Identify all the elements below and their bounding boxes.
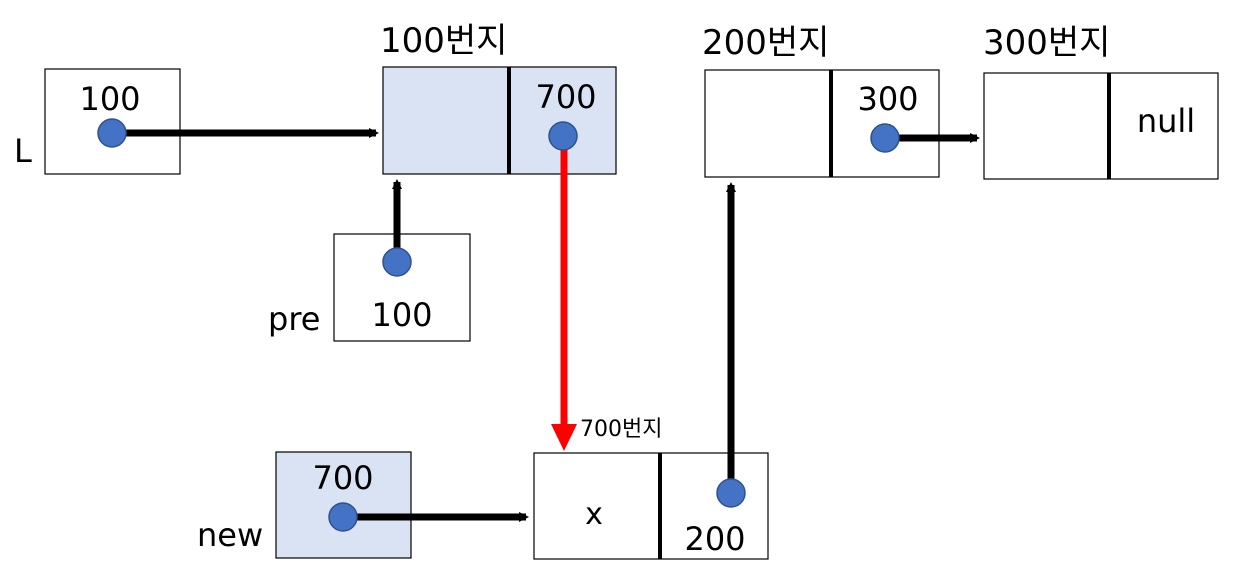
- node-300-box: [983, 72, 1219, 180]
- variable-new: new 700: [197, 451, 412, 559]
- node-300-address: 300번지: [983, 23, 1110, 63]
- node-200-link: 300: [857, 80, 918, 118]
- node-700: 700번지 x 200: [533, 417, 769, 560]
- variable-new-name: new: [197, 516, 263, 554]
- node-300-link: null: [1137, 102, 1195, 140]
- node-700-link: 200: [684, 520, 745, 558]
- variable-pre-value: 100: [371, 296, 432, 334]
- node-200-address: 200번지: [702, 23, 829, 63]
- arrow-node-100-to-node-700-head: [551, 424, 577, 451]
- node-100: 100번지 700: [380, 21, 617, 175]
- node-200-box: [704, 69, 940, 178]
- variable-pre: pre 100: [268, 233, 471, 342]
- node-300: 300번지 null: [983, 23, 1219, 180]
- pointer-dot-node-100-link: [548, 121, 578, 151]
- node-100-address: 100번지: [380, 21, 507, 61]
- pointer-dot-l: [97, 118, 127, 148]
- variable-l-value: 100: [79, 80, 140, 118]
- node-100-box: [382, 66, 617, 175]
- node-700-address: 700번지: [580, 417, 662, 442]
- pointer-dot-node-200-link: [870, 123, 900, 153]
- variable-pre-name: pre: [268, 300, 320, 338]
- node-100-link: 700: [535, 78, 596, 116]
- pointer-dot-node-700-link: [716, 478, 746, 508]
- variable-l: L 100: [14, 68, 181, 175]
- variable-l-name: L: [14, 132, 32, 170]
- node-200: 200번지 300: [702, 23, 940, 178]
- variable-new-value: 700: [312, 459, 373, 497]
- node-700-data: x: [585, 497, 603, 532]
- pointer-dot-new: [328, 502, 358, 532]
- pointer-dot-pre: [382, 247, 412, 277]
